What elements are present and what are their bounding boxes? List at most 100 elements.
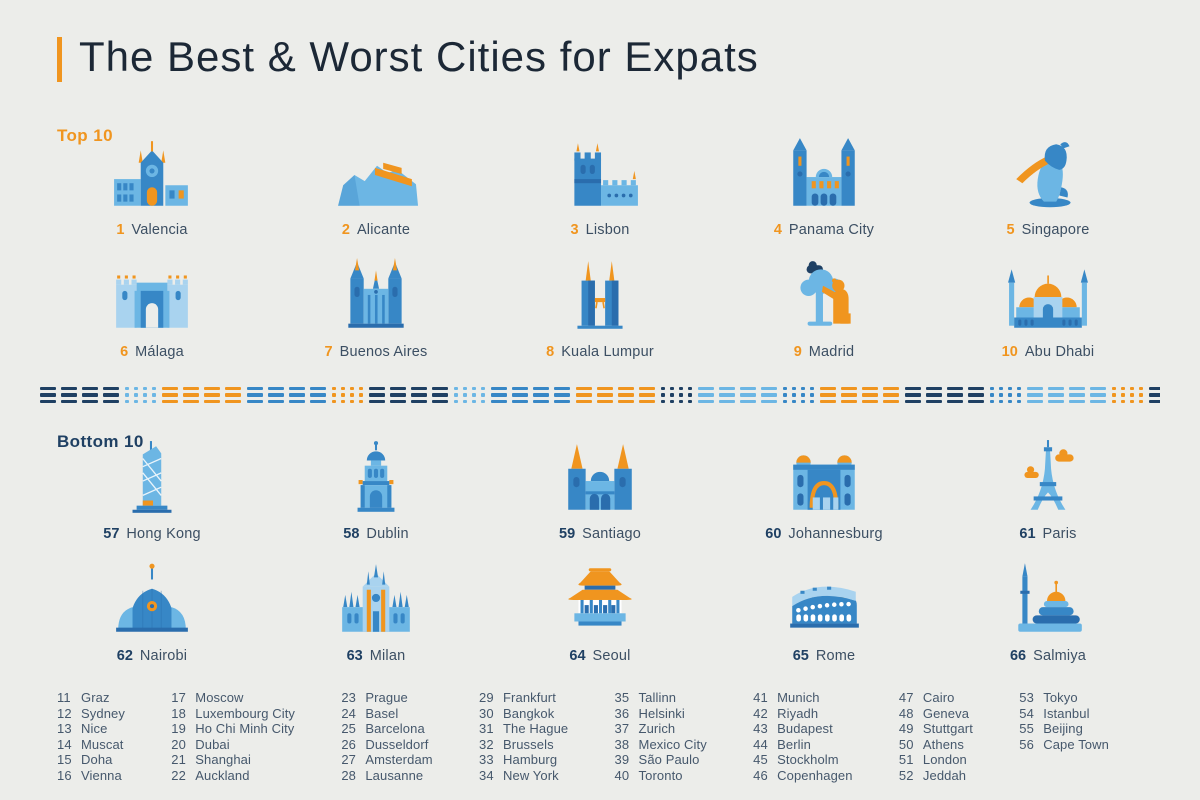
santiago-cathedral-icon bbox=[544, 438, 656, 520]
list-item: 51 London bbox=[899, 752, 973, 768]
list-item: 24 Basel bbox=[341, 706, 432, 722]
kuala-lumpur-petronas-icon bbox=[544, 256, 656, 338]
city-cell-hong-kong: 57 Hong Kong bbox=[40, 430, 264, 552]
hong-kong-tower-icon bbox=[96, 438, 208, 520]
list-city-name: Basel bbox=[365, 705, 399, 721]
list-rank: 48 bbox=[898, 705, 914, 721]
divider-dash-group bbox=[491, 386, 570, 404]
city-cell-seoul: 64 Seoul bbox=[488, 552, 712, 674]
list-item: 18 Luxembourg City bbox=[171, 706, 295, 722]
list-city-name: Toronto bbox=[638, 767, 683, 783]
city-rank: 6 bbox=[120, 344, 129, 360]
list-rank: 36 bbox=[614, 705, 630, 721]
list-rank: 17 bbox=[171, 690, 186, 705]
city-name: Panama City bbox=[788, 222, 875, 238]
top-10-section-label: Top 10 bbox=[57, 126, 113, 145]
city-cell-singapore: 5 Singapore bbox=[936, 126, 1160, 248]
list-item: 49 Stuttgart bbox=[899, 721, 973, 737]
list-city-name: Barcelona bbox=[365, 721, 425, 736]
divider-dash-group bbox=[1112, 386, 1143, 404]
list-city-name: Beijing bbox=[1043, 721, 1083, 736]
divider-dash-group bbox=[1149, 386, 1160, 404]
list-item: 44 Berlin bbox=[753, 737, 852, 753]
divider-dash-group bbox=[454, 386, 485, 404]
city-rank: 7 bbox=[324, 344, 333, 360]
city-label: 58 Dublin bbox=[343, 526, 408, 542]
divider-dash-group bbox=[990, 386, 1021, 404]
nairobi-kicc-icon bbox=[96, 560, 208, 642]
divider-dash-group bbox=[698, 386, 777, 404]
list-item: 20 Dubai bbox=[171, 737, 295, 753]
city-rank: 2 bbox=[341, 222, 350, 238]
list-rank: 37 bbox=[614, 721, 630, 736]
list-item: 34 New York bbox=[479, 768, 568, 784]
list-city-name: Auckland bbox=[195, 767, 250, 783]
city-rank: 63 bbox=[346, 648, 363, 664]
list-item: 33 Hamburg bbox=[479, 752, 568, 768]
list-rank: 52 bbox=[898, 767, 914, 783]
list-rank: 40 bbox=[614, 767, 630, 783]
city-cell-madrid: 9 Madrid bbox=[712, 248, 936, 370]
list-city-name: Lausanne bbox=[365, 767, 424, 783]
list-city-name: Prague bbox=[365, 690, 408, 705]
list-rank: 16 bbox=[57, 767, 72, 783]
city-name: Johannesburg bbox=[788, 526, 883, 542]
johannesburg-building-icon bbox=[768, 438, 880, 520]
list-item: 25 Barcelona bbox=[341, 721, 432, 737]
list-rank: 28 bbox=[341, 767, 357, 783]
list-item: 54 Istanbul bbox=[1019, 706, 1109, 722]
city-label: 5 Singapore bbox=[1007, 222, 1090, 238]
list-rank: 43 bbox=[753, 721, 768, 736]
list-city-name: Doha bbox=[81, 752, 113, 767]
city-name: Santiago bbox=[582, 526, 641, 542]
rankings-column-8: 53 Tokyo 54 Istanbul 55 Beijing 56 Cape Town bbox=[1019, 690, 1109, 783]
list-rank: 32 bbox=[479, 736, 494, 752]
list-city-name: Berlin bbox=[777, 736, 811, 752]
list-item: 31 The Hague bbox=[479, 721, 568, 737]
city-rank: 3 bbox=[570, 222, 579, 238]
city-rank: 58 bbox=[343, 526, 360, 542]
list-city-name: Vienna bbox=[81, 767, 122, 783]
city-rank: 10 bbox=[1001, 344, 1018, 360]
list-item: 48 Geneva bbox=[899, 706, 973, 722]
list-rank: 55 bbox=[1019, 721, 1034, 736]
list-city-name: Zurich bbox=[638, 721, 676, 736]
city-cell-johannesburg: 60 Johannesburg bbox=[712, 430, 936, 552]
list-city-name: Bangkok bbox=[503, 705, 555, 721]
divider-dash-group bbox=[576, 386, 655, 404]
list-rank: 24 bbox=[341, 705, 357, 721]
city-rank: 57 bbox=[103, 526, 120, 542]
city-label: 66 Salmiya bbox=[1010, 648, 1086, 664]
city-rank: 1 bbox=[116, 222, 125, 238]
list-rank: 47 bbox=[898, 690, 914, 705]
city-name: Madrid bbox=[808, 344, 855, 360]
list-item: 21 Shanghai bbox=[171, 752, 295, 768]
list-city-name: Cape Town bbox=[1043, 736, 1109, 752]
list-item: 28 Lausanne bbox=[341, 768, 432, 784]
list-rank: 38 bbox=[614, 736, 630, 752]
list-rank: 33 bbox=[479, 752, 494, 767]
divider-dash-group bbox=[40, 386, 119, 404]
list-item: 13 Nice bbox=[57, 721, 125, 737]
city-cell-lisbon: 3 Lisbon bbox=[488, 126, 712, 248]
divider-dash-group bbox=[661, 386, 692, 404]
divider-dash-group bbox=[820, 386, 899, 404]
list-item: 15 Doha bbox=[57, 752, 125, 768]
city-label: 63 Milan bbox=[347, 648, 406, 664]
list-item: 39 São Paulo bbox=[615, 752, 707, 768]
list-city-name: Copenhagen bbox=[777, 767, 853, 783]
city-label: 64 Seoul bbox=[569, 648, 630, 664]
bottom-10-section-label: Bottom 10 bbox=[57, 432, 144, 451]
city-rank: 8 bbox=[546, 344, 555, 360]
panama-city-cathedral-icon bbox=[768, 134, 880, 216]
city-name: Lisbon bbox=[585, 222, 630, 238]
buenos-aires-cathedral-icon bbox=[320, 256, 432, 338]
list-city-name: Graz bbox=[81, 690, 110, 705]
list-city-name: Shanghai bbox=[195, 752, 252, 767]
list-city-name: Budapest bbox=[777, 721, 833, 736]
divider-dash-group bbox=[247, 386, 326, 404]
title-accent-bar bbox=[57, 37, 62, 82]
list-rank: 23 bbox=[341, 690, 357, 705]
city-name: Kuala Lumpur bbox=[561, 344, 654, 360]
list-item: 56 Cape Town bbox=[1019, 737, 1109, 753]
